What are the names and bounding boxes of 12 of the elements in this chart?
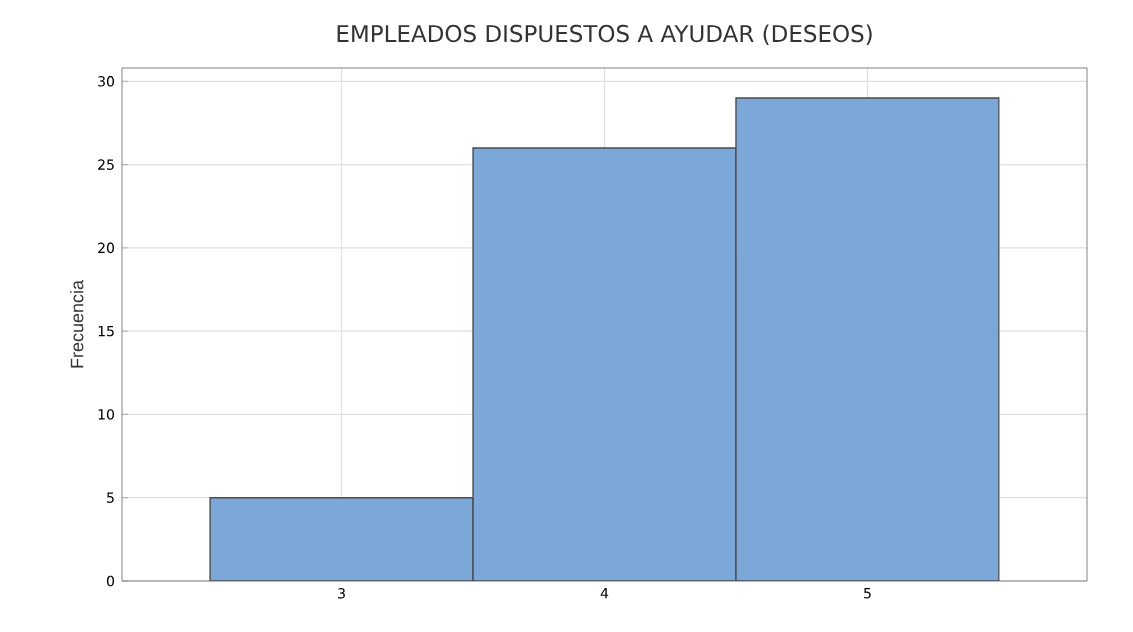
x-tick-label: 5 [864, 588, 871, 599]
y-tick-label: 0 [106, 575, 114, 587]
x-tick-label: 4 [600, 588, 609, 599]
y-tick-label: 15 [98, 325, 114, 337]
y-tick-label: 20 [98, 242, 114, 254]
y-tick-label: 30 [98, 76, 114, 87]
chart-title: EMPLEADOS DISPUESTOS A AYUDAR (DESEOS) [337, 24, 872, 45]
y-axis-title: Frecuencia [70, 279, 84, 368]
y-tick-label: 10 [98, 409, 114, 420]
y-tick-label: 25 [98, 159, 114, 170]
y-tick-label: 5 [107, 492, 114, 503]
x-tick-label: 3 [338, 588, 345, 599]
